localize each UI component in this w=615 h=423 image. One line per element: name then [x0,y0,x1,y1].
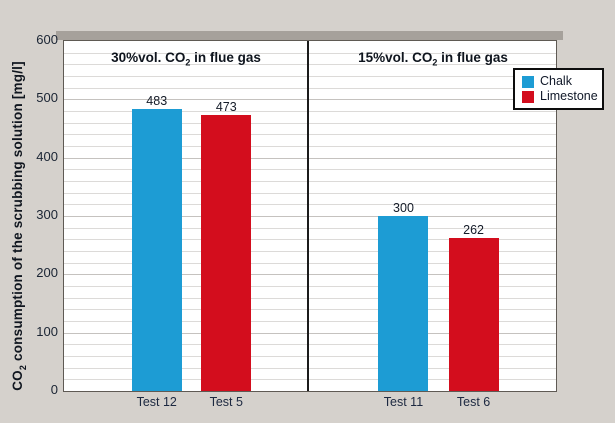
gridline [64,157,556,159]
y-tick-label: 600 [36,32,58,47]
gridline [64,169,556,171]
y-axis-title-sub: 2 [17,364,28,371]
gridline [64,134,556,136]
gridline [64,87,556,89]
gridline [64,356,556,357]
panel-title-text: 30%vol. CO [111,50,186,65]
legend-item-limestone: Limestone [522,89,598,104]
gridline [64,297,556,299]
bar-value-label: 473 [215,100,237,114]
bar-value-label: 300 [393,201,414,215]
legend-label-limestone: Limestone [540,89,598,103]
panel-title-text: in flue gas [190,50,261,65]
panel-title-text: in flue gas [437,50,508,65]
x-tick-label-test12: Test 12 [136,395,177,409]
panel-title-30pct: 30%vol. CO2 in flue gas [64,50,308,68]
panel-title-subscript: 2 [432,57,438,68]
panel-divider [307,41,309,391]
gridline [64,146,556,147]
bar-chalk-test11: 300 [378,201,429,391]
bar-value-label: 483 [146,94,168,108]
gridline [64,111,556,112]
y-tick-label: 100 [36,323,58,339]
gridline [64,216,556,217]
gridline [64,64,556,66]
gridline [64,99,556,101]
panel-title-15pct: 15%vol. CO2 in flue gas [310,50,556,68]
gridline [64,367,556,369]
plot-area: 30%vol. CO2 in flue gas 483 473 Test 12 … [63,40,557,409]
legend-label-chalk: Chalk [540,74,572,88]
gridline [64,286,556,287]
gridline [64,227,556,229]
y-axis-title: CO2 consumption of the scrubbing solutio… [10,61,28,391]
gridline [64,344,556,346]
gridline [64,321,556,322]
chalk-swatch-icon [522,75,534,88]
y-tick-label: 0 [50,382,58,397]
gridline [64,204,556,206]
x-tick-label-test5: Test 5 [209,395,243,409]
y-tick-label: 400 [36,148,58,164]
panel-15pct-co2: 15%vol. CO2 in flue gas 300 262 Test 11 … [310,41,556,409]
panel-title-text: 15%vol. CO [358,50,433,65]
y-tick-label: 300 [36,207,58,222]
gridline [64,262,556,264]
gridline [64,309,556,311]
gridline [64,239,556,241]
gridline [64,181,556,182]
limestone-swatch-icon [522,90,534,103]
gridline [64,192,556,194]
y-tick-label: 200 [36,265,58,281]
gridline [64,379,556,381]
gridline [64,274,556,276]
legend-item-chalk: Chalk [522,74,597,89]
gridline [64,52,556,54]
x-tick-label-test11: Test 11 [383,395,424,409]
bar-chalk-test12: 483 [131,94,182,391]
gridline [64,251,556,252]
bar-limestone-test5: 473 [201,100,252,391]
plot-top-shadow [56,31,563,40]
bar-value-label: 262 [463,223,485,237]
legend: Chalk Limestone [513,68,604,110]
x-tick-label-test6: Test 6 [456,395,491,409]
y-tick-label: 500 [36,90,58,106]
bar-limestone-test6: 262 [448,223,499,391]
panel-30pct-co2: 30%vol. CO2 in flue gas 483 473 Test 12 … [64,41,308,409]
gridline [64,332,556,334]
gridline [64,122,556,124]
panel-title-subscript: 2 [185,57,191,68]
gridline [64,76,556,77]
